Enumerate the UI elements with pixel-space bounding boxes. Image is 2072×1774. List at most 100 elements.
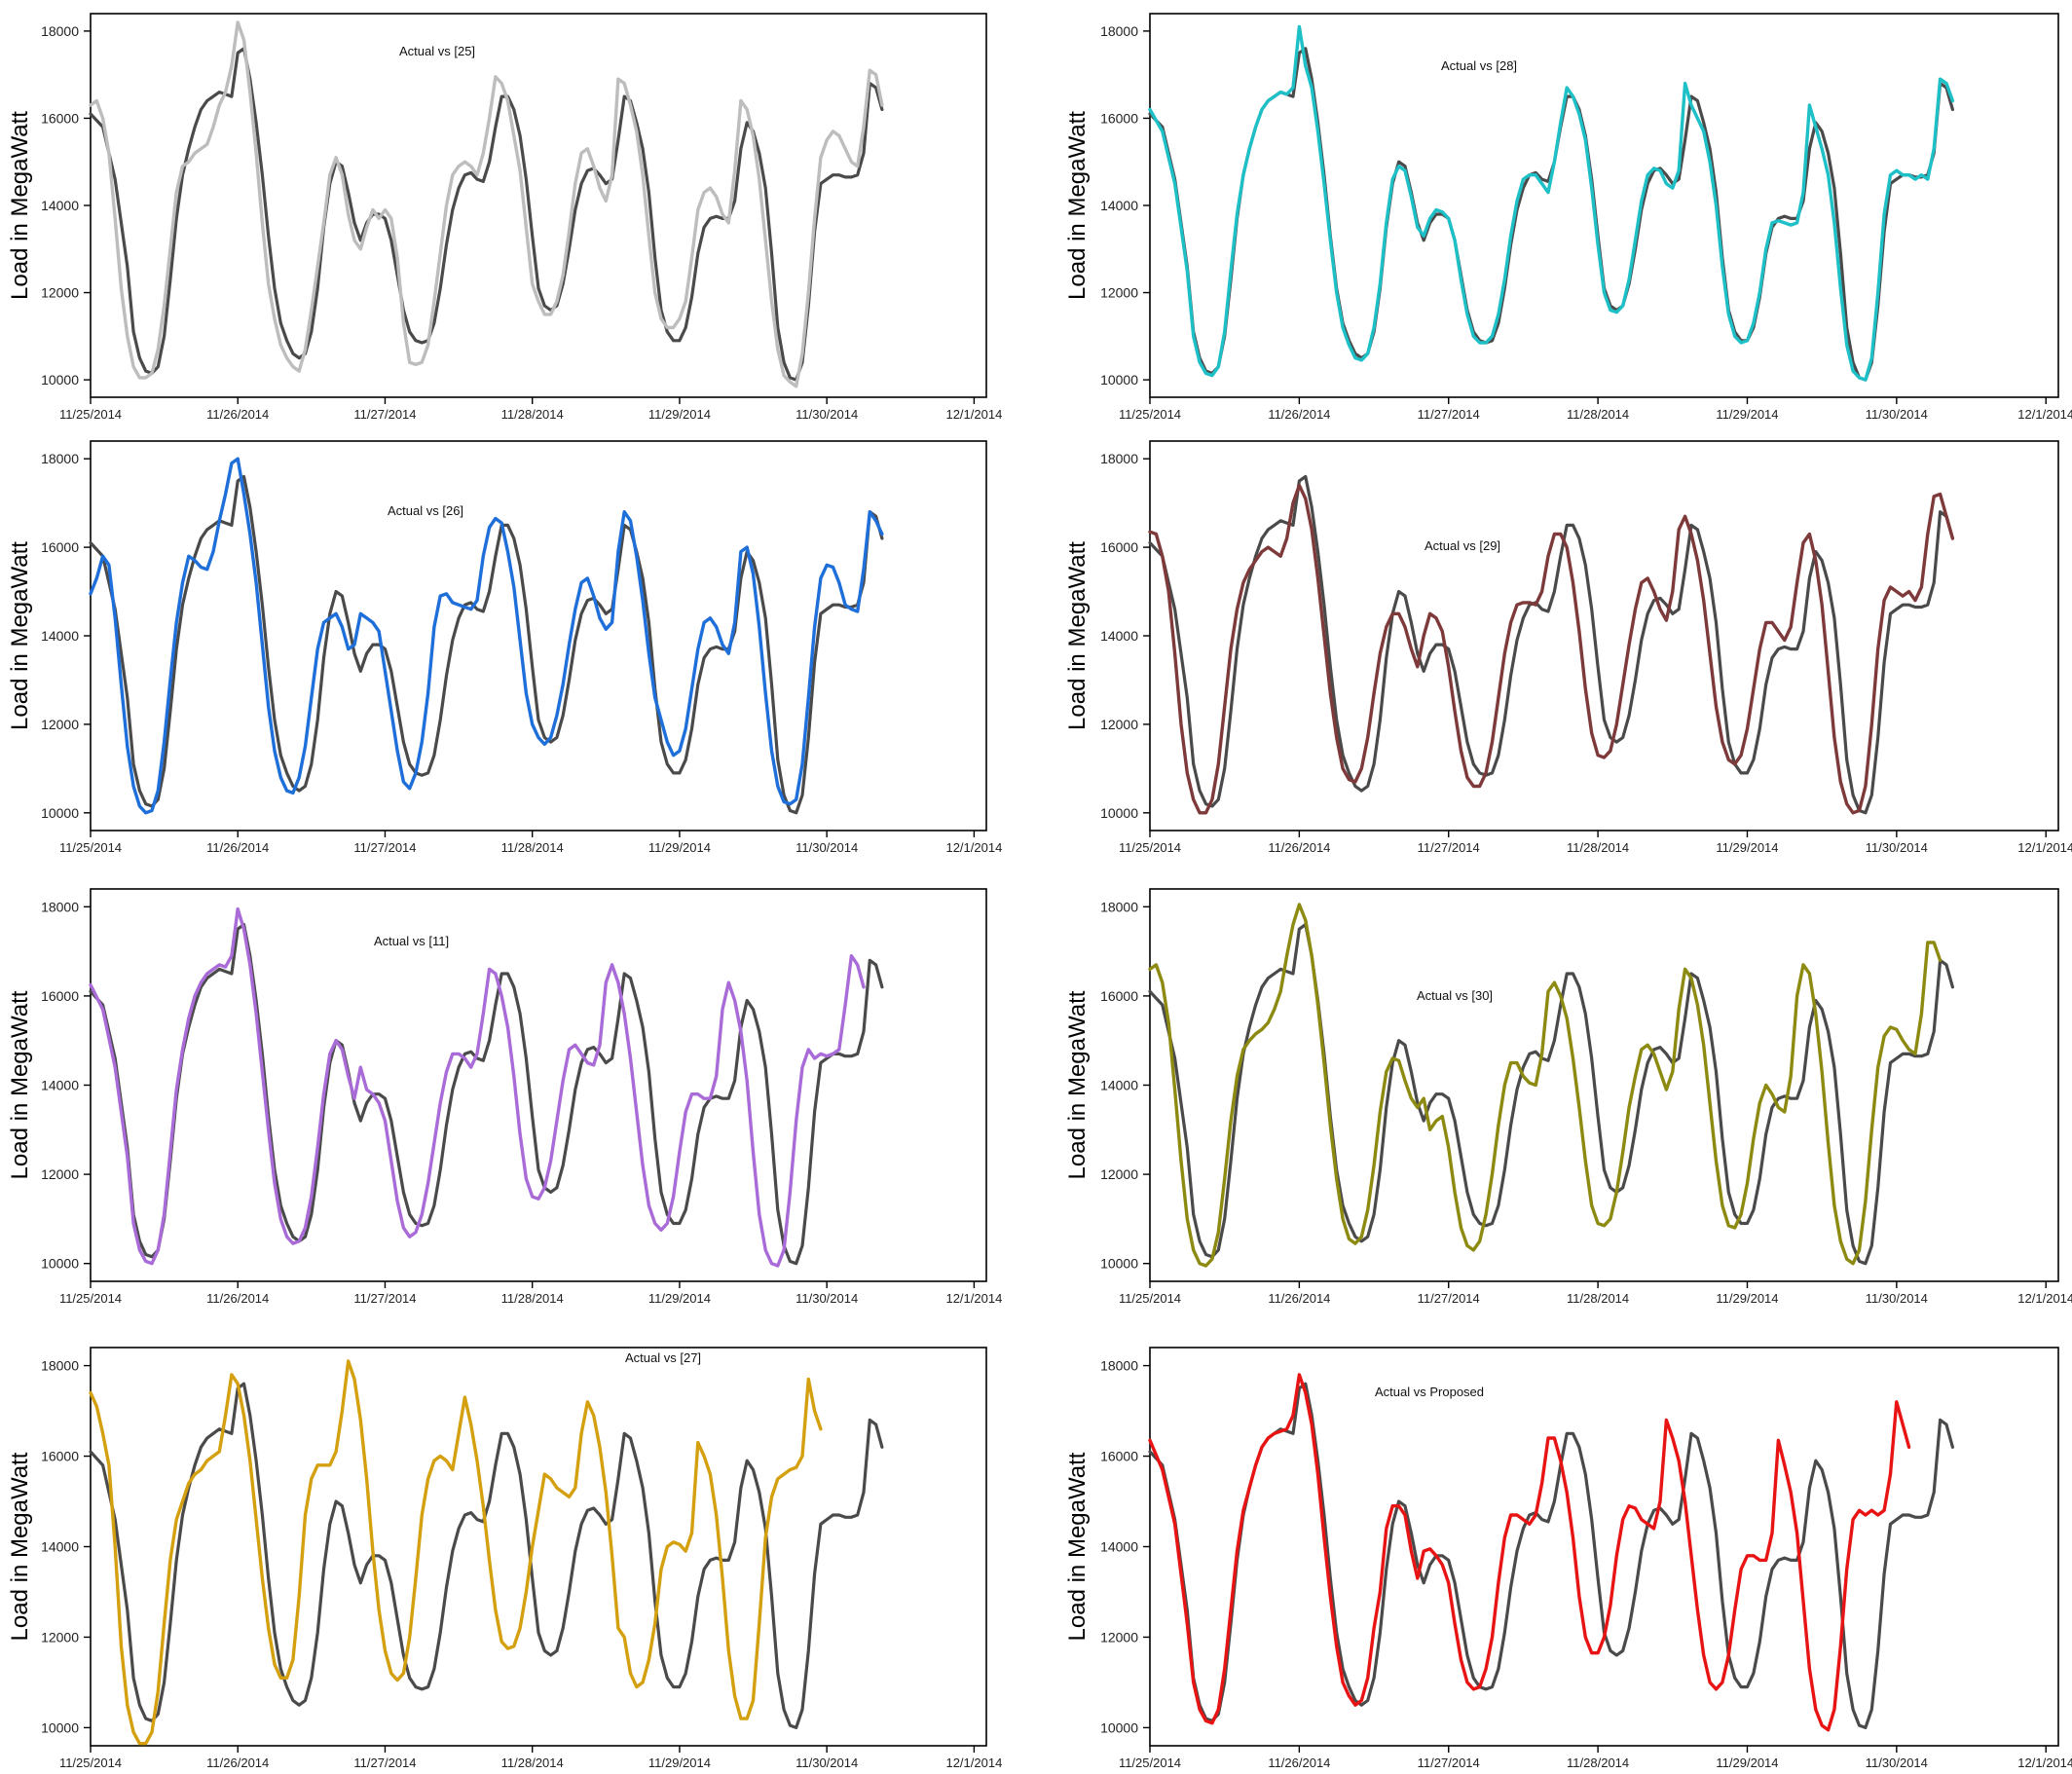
y-tick-label: 14000 <box>41 628 79 644</box>
x-tick-label: 12/1/2014 <box>2017 1291 2072 1306</box>
x-tick-label: 11/28/2014 <box>501 1756 564 1770</box>
chart-panel-6: 10000 12000 14000 16000 18000 11/25/2014 11/26… <box>1064 888 2072 1306</box>
y-tick-label: 10000 <box>1100 372 1138 388</box>
y-tick-label: 12000 <box>41 717 79 732</box>
chart-panel-2: 10000 12000 14000 16000 18000 11/25/2014 11/26… <box>1064 13 2072 422</box>
chart-panel-5: 10000 12000 14000 16000 18000 11/25/2014 11/26… <box>7 888 1002 1306</box>
x-tick-label: 11/25/2014 <box>59 1291 122 1306</box>
x-tick-label: 11/28/2014 <box>501 840 564 855</box>
y-tick-label: 14000 <box>1100 1539 1138 1555</box>
x-tick-label: 11/29/2014 <box>648 1291 711 1306</box>
chart-annotation: Actual vs [29] <box>1424 538 1500 553</box>
x-tick-label: 11/29/2014 <box>648 1756 711 1770</box>
chart-annotation: Actual vs [30] <box>1417 988 1493 1003</box>
series-line-model <box>1148 903 1942 1268</box>
x-tick-label: 11/30/2014 <box>1866 407 1928 422</box>
y-tick-label: 16000 <box>1100 988 1138 1004</box>
y-tick-label: 18000 <box>41 23 79 39</box>
x-tick-label: 12/1/2014 <box>945 407 1002 422</box>
chart-panel-3: 10000 12000 14000 16000 18000 11/25/2014 11/26… <box>7 440 1002 855</box>
y-axis-label: Load in MegaWatt <box>1064 541 1091 730</box>
y-tick-label: 18000 <box>1100 899 1138 914</box>
y-tick-label: 14000 <box>1100 628 1138 644</box>
y-tick-label: 14000 <box>41 198 79 213</box>
x-tick-label: 11/26/2014 <box>206 407 269 422</box>
x-tick-label: 11/30/2014 <box>1866 1291 1928 1306</box>
x-tick-label: 11/26/2014 <box>1268 1291 1330 1306</box>
x-tick-label: 12/1/2014 <box>945 840 1002 855</box>
x-tick-label: 11/29/2014 <box>1716 407 1778 422</box>
plot-frame <box>90 888 987 1282</box>
series-line-actual <box>89 923 884 1266</box>
series-line-model <box>89 20 884 388</box>
x-tick-label: 11/27/2014 <box>353 1291 416 1306</box>
x-tick-label: 11/27/2014 <box>353 840 416 855</box>
chart-panel-1: 10000 12000 14000 16000 18000 11/25/2014 11/26… <box>7 13 1002 422</box>
x-tick-label: 11/29/2014 <box>648 840 711 855</box>
y-tick-label: 16000 <box>41 110 79 126</box>
chart-panel-7: 10000 12000 14000 16000 18000 11/25/2014 11/26… <box>7 1347 1002 1770</box>
y-tick-label: 10000 <box>41 805 79 821</box>
x-tick-label: 11/30/2014 <box>796 840 858 855</box>
x-tick-label: 11/29/2014 <box>648 407 711 422</box>
x-tick-label: 11/25/2014 <box>59 407 122 422</box>
x-tick-label: 12/1/2014 <box>945 1291 1002 1306</box>
x-tick-label: 11/28/2014 <box>501 1291 564 1306</box>
x-tick-label: 11/30/2014 <box>796 1291 858 1306</box>
x-tick-label: 11/26/2014 <box>206 1756 269 1770</box>
x-tick-label: 11/25/2014 <box>1119 407 1181 422</box>
y-tick-label: 12000 <box>1100 1166 1138 1182</box>
y-tick-label: 16000 <box>41 539 79 555</box>
y-tick-label: 18000 <box>1100 23 1138 39</box>
series-line-model <box>89 1359 823 1746</box>
x-tick-label: 11/30/2014 <box>796 1756 858 1770</box>
series-line-model <box>89 906 866 1268</box>
plot-frame <box>90 13 987 398</box>
chart-annotation: Actual vs [28] <box>1441 58 1517 73</box>
y-tick-label: 16000 <box>1100 110 1138 126</box>
y-tick-label: 12000 <box>1100 1629 1138 1645</box>
y-tick-label: 16000 <box>41 988 79 1004</box>
plot-frame <box>1149 888 2059 1282</box>
x-tick-label: 11/28/2014 <box>1567 1291 1629 1306</box>
plot-frame <box>90 1347 987 1747</box>
y-tick-label: 10000 <box>1100 1256 1138 1272</box>
x-tick-label: 11/30/2014 <box>1866 840 1928 855</box>
y-tick-label: 14000 <box>1100 198 1138 213</box>
x-tick-label: 11/26/2014 <box>206 840 269 855</box>
y-tick-label: 12000 <box>41 1629 79 1645</box>
x-tick-label: 11/25/2014 <box>59 1756 122 1770</box>
y-tick-label: 14000 <box>41 1539 79 1555</box>
y-axis-label: Load in MegaWatt <box>7 1452 33 1641</box>
y-tick-label: 16000 <box>1100 1449 1138 1464</box>
y-tick-label: 18000 <box>1100 451 1138 466</box>
x-tick-label: 11/26/2014 <box>206 1291 269 1306</box>
y-axis-label: Load in MegaWatt <box>7 111 33 300</box>
x-tick-label: 11/27/2014 <box>353 407 416 422</box>
x-tick-label: 12/1/2014 <box>2017 840 2072 855</box>
x-tick-label: 11/27/2014 <box>1418 407 1480 422</box>
series-line-actual <box>1148 923 1954 1266</box>
x-tick-label: 11/26/2014 <box>1268 840 1330 855</box>
y-tick-label: 16000 <box>1100 539 1138 555</box>
series-line-model <box>1148 483 1955 815</box>
chart-annotation: Actual vs [26] <box>388 503 463 518</box>
x-tick-label: 11/28/2014 <box>1567 407 1629 422</box>
x-tick-label: 11/29/2014 <box>1716 1756 1778 1770</box>
y-tick-label: 18000 <box>41 451 79 466</box>
y-axis-label: Load in MegaWatt <box>7 990 33 1179</box>
x-tick-label: 12/1/2014 <box>945 1756 1002 1770</box>
series-line-model <box>1148 24 1955 382</box>
y-tick-label: 10000 <box>41 1256 79 1272</box>
y-tick-label: 14000 <box>41 1078 79 1093</box>
x-tick-label: 11/28/2014 <box>1567 1756 1629 1770</box>
y-tick-label: 18000 <box>41 1358 79 1374</box>
x-tick-label: 12/1/2014 <box>2017 407 2072 422</box>
series-line-actual <box>89 474 884 815</box>
chart-annotation: Actual vs [27] <box>625 1350 701 1365</box>
plot-frame <box>1149 1347 2059 1747</box>
x-tick-label: 11/25/2014 <box>1119 1756 1181 1770</box>
y-tick-label: 12000 <box>1100 717 1138 732</box>
series-line-actual <box>1148 474 1954 815</box>
